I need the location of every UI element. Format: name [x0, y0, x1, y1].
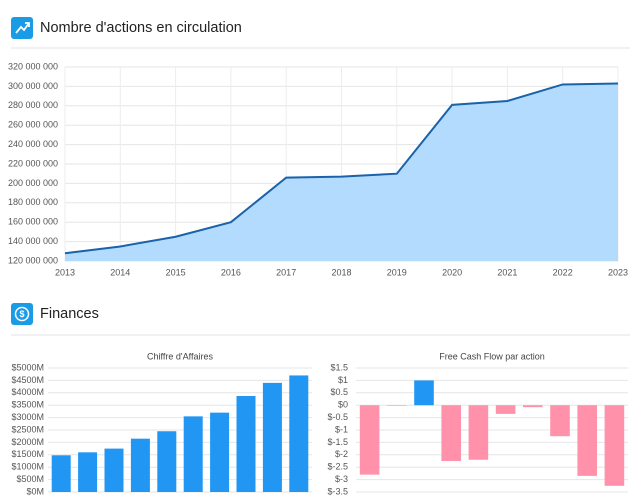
x-tick-label: 2018: [331, 267, 351, 277]
y-tick-label: $-3: [335, 474, 348, 484]
bar: [577, 405, 597, 476]
y-tick-label: $1500M: [11, 449, 44, 459]
bar: [236, 396, 256, 492]
y-tick-label: $3500M: [11, 400, 44, 410]
y-tick-label: 240 000 000: [8, 139, 58, 149]
bar: [468, 405, 489, 460]
x-tick-label: 2013: [55, 267, 75, 277]
y-tick-label: $-2: [335, 449, 348, 459]
trend-icon-arrow: [15, 22, 30, 34]
y-tick-label: 280 000 000: [8, 100, 58, 110]
x-tick-label: 2023: [608, 267, 628, 277]
x-tick-label: 2017: [276, 267, 296, 277]
bar: [262, 382, 282, 492]
x-tick-label: 2014: [110, 267, 130, 277]
y-tick-label: $5000M: [11, 362, 44, 372]
y-tick-label: 320 000 000: [8, 61, 58, 71]
dollar-icon: [11, 303, 33, 325]
y-tick-label: 140 000 000: [8, 236, 58, 246]
bar: [78, 452, 98, 492]
y-tick-label: $4500M: [11, 375, 44, 385]
y-tick-label: $-2.5: [327, 462, 348, 472]
bar: [523, 405, 543, 408]
bar: [51, 455, 71, 492]
x-tick-label: 2016: [221, 267, 241, 277]
bar: [183, 416, 203, 492]
y-tick-label: $4000M: [11, 387, 44, 397]
area: [65, 83, 618, 262]
bar: [387, 405, 407, 406]
y-tick-label: 200 000 000: [8, 178, 58, 188]
y-tick-label: $2500M: [11, 424, 44, 434]
section-title: Finances: [40, 306, 99, 322]
bar: [550, 405, 570, 437]
y-tick-label: $-1: [335, 424, 348, 434]
x-tick-label: 2021: [497, 267, 517, 277]
y-tick-label: $1: [338, 375, 348, 385]
y-tick-label: 260 000 000: [8, 120, 58, 130]
y-tick-label: $0.5: [330, 387, 348, 397]
bar: [495, 405, 516, 414]
bar: [130, 438, 150, 492]
y-tick-label: $-1.5: [327, 437, 348, 447]
y-tick-label: 300 000 000: [8, 81, 58, 91]
bar: [359, 405, 380, 475]
y-tick-label: $3000M: [11, 412, 44, 422]
bar: [414, 380, 434, 406]
y-tick-label: $-3.5: [327, 486, 348, 496]
y-tick-label: $500M: [16, 474, 44, 484]
x-tick-label: 2022: [553, 267, 573, 277]
line: [64, 82, 619, 255]
bar: [104, 448, 124, 492]
bar: [210, 412, 230, 492]
x-tick-label: 2020: [442, 267, 462, 277]
y-tick-label: $0: [338, 400, 348, 410]
chart-title: Free Cash Flow par action: [439, 351, 545, 361]
y-tick-label: $0M: [26, 486, 44, 496]
y-tick-label: $2000M: [11, 437, 44, 447]
dollar-icon-sign: $: [19, 309, 24, 319]
y-tick-label: 120 000 000: [8, 255, 58, 265]
x-tick-label: 2015: [166, 267, 186, 277]
dollar-icon-circle: [14, 306, 30, 322]
section-title: Nombre d'actions en circulation: [40, 20, 242, 36]
y-tick-label: 160 000 000: [8, 217, 58, 227]
bar: [604, 405, 625, 486]
y-tick-label: 220 000 000: [8, 158, 58, 168]
bar: [289, 375, 309, 492]
x-tick-label: 2019: [387, 267, 407, 277]
bar: [441, 405, 461, 461]
trend-icon-head: [25, 22, 30, 27]
bar: [157, 431, 177, 492]
y-tick-label: 180 000 000: [8, 197, 58, 207]
y-tick-label: $-0.5: [327, 412, 348, 422]
y-tick-label: $1.5: [330, 362, 348, 372]
chart-title: Chiffre d'Affaires: [147, 351, 213, 361]
y-tick-label: $1000M: [11, 462, 44, 472]
